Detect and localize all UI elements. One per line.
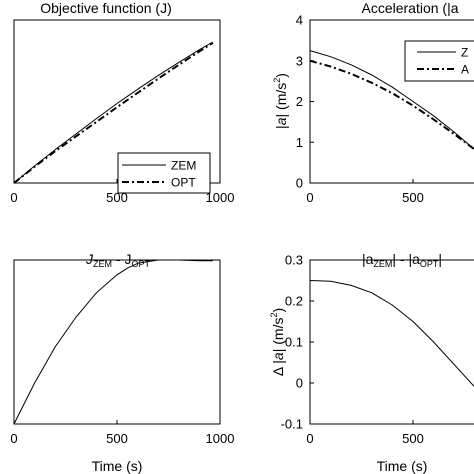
panel-title: Acceleration (|a — [361, 0, 458, 16]
y-tick-label: 0 — [296, 176, 303, 191]
x-tick-label: 500 — [402, 431, 424, 446]
legend-label-zem: ZEM — [171, 159, 196, 173]
y-tick-label: 0.1 — [285, 335, 303, 350]
x-axis-label: Time (s) — [377, 458, 428, 474]
y-tick-label: 2 — [296, 94, 303, 109]
x-tick-label: 1000 — [206, 190, 235, 205]
series-line-1 — [309, 50, 474, 150]
plot-frame — [309, 259, 474, 425]
y-axis-label: Δ |a| (m/s2) — [269, 308, 286, 376]
panel-objective-difference: JZEM - JOPT 0 500 1000 Time (s) — [10, 251, 234, 474]
x-tick-label: 1000 — [206, 431, 235, 446]
x-axis-label: Time (s) — [92, 458, 143, 474]
x-tick-label: 500 — [106, 431, 128, 446]
x-tick-label: 500 — [402, 190, 424, 205]
y-tick-label: 3 — [296, 53, 303, 68]
legend: Z A — [404, 40, 474, 82]
y-tick-label: -0.1 — [281, 417, 303, 432]
series-line-zem — [13, 41, 214, 184]
series-line-opt — [13, 41, 214, 184]
y-axis-label: |a| (m/s2) — [272, 73, 289, 129]
legend-box — [117, 152, 211, 194]
plot-frame — [13, 259, 221, 425]
x-tick-label: 0 — [10, 190, 17, 205]
y-tick-label: 1 — [296, 135, 303, 150]
x-tick-label: 0 — [306, 431, 313, 446]
x-tick-label: 0 — [306, 190, 313, 205]
legend-box — [404, 40, 474, 82]
legend-label-partial: Z — [461, 46, 468, 60]
y-tick-label: 0.3 — [285, 253, 303, 268]
panel-acceleration-difference: |aZEM| - |aOPT| 0 500 -0.100.10.20.3 Δ |a… — [269, 251, 474, 474]
legend-label-opt: OPT — [171, 176, 196, 190]
y-tick-label: 0.2 — [285, 294, 303, 309]
panel-acceleration: Acceleration (|a 0 500 0 1 2 3 4 |a| (m/s2) Z… — [272, 0, 474, 205]
series-line-1 — [309, 280, 474, 387]
legend-label-partial: A — [461, 63, 469, 77]
series-line-1 — [13, 259, 213, 425]
panel-objective-function: Objective function (J) 0 500 1000 ZEM OPT — [10, 0, 234, 205]
legend: ZEM OPT — [117, 152, 211, 194]
panel-title: JZEM - JOPT — [85, 251, 150, 269]
panel-title: Objective function (J) — [40, 0, 172, 16]
series-line-2 — [309, 59, 474, 151]
x-tick-label: 0 — [10, 431, 17, 446]
y-tick-label: 0 — [296, 376, 303, 391]
x-tick-label: 500 — [106, 190, 128, 205]
panel-title: |aZEM| - |aOPT| — [362, 251, 442, 269]
y-tick-label: 4 — [296, 13, 303, 28]
